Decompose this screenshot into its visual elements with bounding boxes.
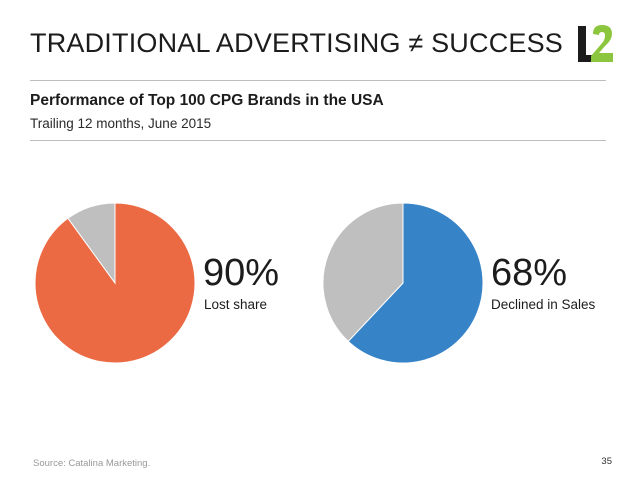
pie-1-slice-0 [347, 202, 484, 364]
l2-logo-mark [578, 25, 613, 62]
source-note: Source: Catalina Marketing. [33, 458, 151, 469]
page-number: 35 [601, 456, 612, 467]
declined-sales-pie-chart [322, 202, 484, 364]
time-period: Trailing 12 months, June 2015 [30, 116, 212, 131]
lost-share-pie-chart [34, 202, 196, 364]
pie-1-slice-1 [322, 202, 404, 343]
lost-share-label: Lost share [204, 297, 268, 312]
declined-sales-label: Declined in Sales [491, 297, 596, 312]
slide-title: TRADITIONAL ADVERTISING ≠ SUCCESS [30, 28, 564, 58]
pie-0-slice-1 [67, 202, 116, 285]
header-divider [30, 80, 606, 81]
lost-share-value: 90% [203, 252, 280, 294]
chart-subtitle: Performance of Top 100 CPG Brands in the… [30, 92, 384, 109]
l2-logo [578, 25, 613, 62]
subheader-divider [30, 140, 606, 141]
declined-sales-value: 68% [491, 252, 568, 294]
